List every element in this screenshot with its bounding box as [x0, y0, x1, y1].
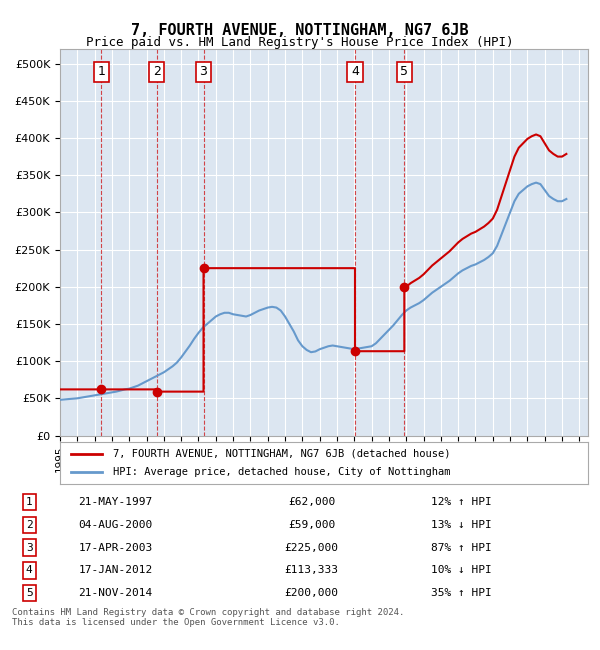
- Text: HPI: Average price, detached house, City of Nottingham: HPI: Average price, detached house, City…: [113, 467, 450, 477]
- Text: £113,333: £113,333: [284, 566, 338, 575]
- Text: 2: 2: [26, 520, 32, 530]
- Text: 4: 4: [351, 66, 359, 79]
- Text: £225,000: £225,000: [284, 543, 338, 552]
- Text: 17-APR-2003: 17-APR-2003: [79, 543, 153, 552]
- Text: 17-JAN-2012: 17-JAN-2012: [79, 566, 153, 575]
- Text: 87% ↑ HPI: 87% ↑ HPI: [431, 543, 491, 552]
- Text: 13% ↓ HPI: 13% ↓ HPI: [431, 520, 491, 530]
- Text: £200,000: £200,000: [284, 588, 338, 598]
- Text: 7, FOURTH AVENUE, NOTTINGHAM, NG7 6JB (detached house): 7, FOURTH AVENUE, NOTTINGHAM, NG7 6JB (d…: [113, 449, 450, 459]
- Text: £59,000: £59,000: [288, 520, 335, 530]
- Text: 12% ↑ HPI: 12% ↑ HPI: [431, 497, 491, 507]
- Text: 21-MAY-1997: 21-MAY-1997: [79, 497, 153, 507]
- Text: 21-NOV-2014: 21-NOV-2014: [79, 588, 153, 598]
- Text: 1: 1: [26, 497, 32, 507]
- Text: 3: 3: [26, 543, 32, 552]
- Text: Price paid vs. HM Land Registry's House Price Index (HPI): Price paid vs. HM Land Registry's House …: [86, 36, 514, 49]
- Text: £62,000: £62,000: [288, 497, 335, 507]
- Text: 3: 3: [200, 66, 208, 79]
- Text: 04-AUG-2000: 04-AUG-2000: [79, 520, 153, 530]
- Text: 35% ↑ HPI: 35% ↑ HPI: [431, 588, 491, 598]
- Text: 10% ↓ HPI: 10% ↓ HPI: [431, 566, 491, 575]
- Text: 2: 2: [153, 66, 161, 79]
- Text: 7, FOURTH AVENUE, NOTTINGHAM, NG7 6JB: 7, FOURTH AVENUE, NOTTINGHAM, NG7 6JB: [131, 23, 469, 38]
- Text: 4: 4: [26, 566, 32, 575]
- Text: 5: 5: [26, 588, 32, 598]
- Text: Contains HM Land Registry data © Crown copyright and database right 2024.
This d: Contains HM Land Registry data © Crown c…: [12, 608, 404, 627]
- Text: 5: 5: [400, 66, 409, 79]
- Text: 1: 1: [97, 66, 105, 79]
